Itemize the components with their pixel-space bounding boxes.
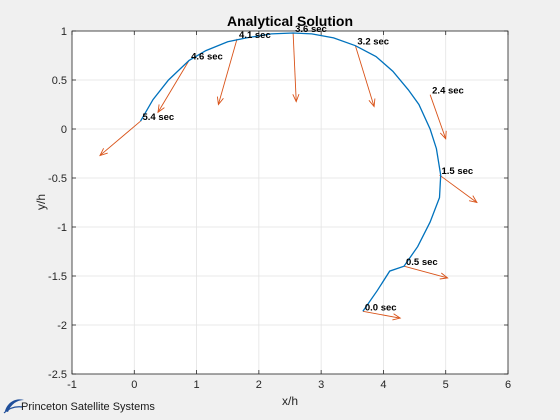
velocity-vector xyxy=(403,265,448,279)
x-tick-label: 0 xyxy=(131,379,137,391)
velocity-vector xyxy=(439,174,478,203)
x-tick-label: -1 xyxy=(67,379,77,391)
y-tick-label: 1 xyxy=(61,26,67,38)
chart-title: Analytical Solution xyxy=(227,13,353,29)
time-label: 0.5 sec xyxy=(406,257,438,268)
y-tick-label: 0.5 xyxy=(52,75,67,87)
velocity-vectors xyxy=(99,32,478,321)
y-tick-label: -1.5 xyxy=(48,271,67,283)
x-tick-label: 4 xyxy=(380,379,386,391)
trajectory-line xyxy=(139,32,442,312)
x-tick-labels: -1 0 1 2 3 4 5 6 xyxy=(67,379,511,391)
x-tick-label: 5 xyxy=(443,379,449,391)
logo-text: Princeton Satellite Systems xyxy=(21,401,155,413)
x-axis-label: x/h xyxy=(282,394,298,408)
x-tick-label: 1 xyxy=(194,379,200,391)
velocity-arrowhead xyxy=(99,148,108,157)
plot-area xyxy=(72,31,508,374)
x-tick-label: 6 xyxy=(505,379,511,391)
velocity-arrowhead xyxy=(292,93,300,103)
time-label: 3.6 sec xyxy=(295,24,327,35)
velocity-arrowhead xyxy=(439,272,449,280)
velocity-vector xyxy=(217,38,238,105)
time-label: 1.5 sec xyxy=(441,166,473,177)
logo-swoosh-icon xyxy=(3,399,24,414)
velocity-arrowhead xyxy=(157,104,165,114)
velocity-vector xyxy=(429,94,447,139)
time-label: 4.6 sec xyxy=(191,51,223,62)
time-label: 0.0 sec xyxy=(365,302,397,313)
grid xyxy=(71,30,509,375)
y-tick-labels: -2.5 -2 -1.5 -1 -0.5 0 0.5 1 xyxy=(48,26,67,381)
velocity-arrowhead xyxy=(392,313,402,321)
y-tick-label: -0.5 xyxy=(48,173,67,185)
company-logo: Princeton Satellite Systems xyxy=(3,393,173,419)
ticks xyxy=(71,30,509,375)
velocity-arrowhead xyxy=(368,98,376,108)
axes-box xyxy=(71,30,509,375)
velocity-vector xyxy=(292,32,297,102)
velocity-arrowhead xyxy=(439,130,447,140)
y-tick-label: 0 xyxy=(61,124,67,136)
velocity-arrowhead xyxy=(468,195,478,204)
y-axis-label: y/h xyxy=(34,194,48,210)
velocity-vector xyxy=(99,120,141,156)
time-label: 4.1 sec xyxy=(239,30,271,41)
x-tick-label: 2 xyxy=(256,379,262,391)
velocity-vector xyxy=(362,310,401,319)
y-tick-label: -1 xyxy=(57,222,67,234)
y-tick-label: -2.5 xyxy=(48,369,67,381)
y-tick-label: -2 xyxy=(57,320,67,332)
time-label: 2.4 sec xyxy=(432,86,464,97)
time-labels: 0.0 sec 0.5 sec 1.5 sec 2.4 sec 3.2 sec 3.6 s… xyxy=(143,24,474,313)
time-label: 3.2 sec xyxy=(357,37,389,48)
time-label: 5.4 sec xyxy=(143,112,175,123)
x-tick-label: 3 xyxy=(318,379,324,391)
velocity-vector xyxy=(157,60,190,113)
velocity-vector xyxy=(354,45,375,107)
velocity-arrowhead xyxy=(216,96,224,106)
